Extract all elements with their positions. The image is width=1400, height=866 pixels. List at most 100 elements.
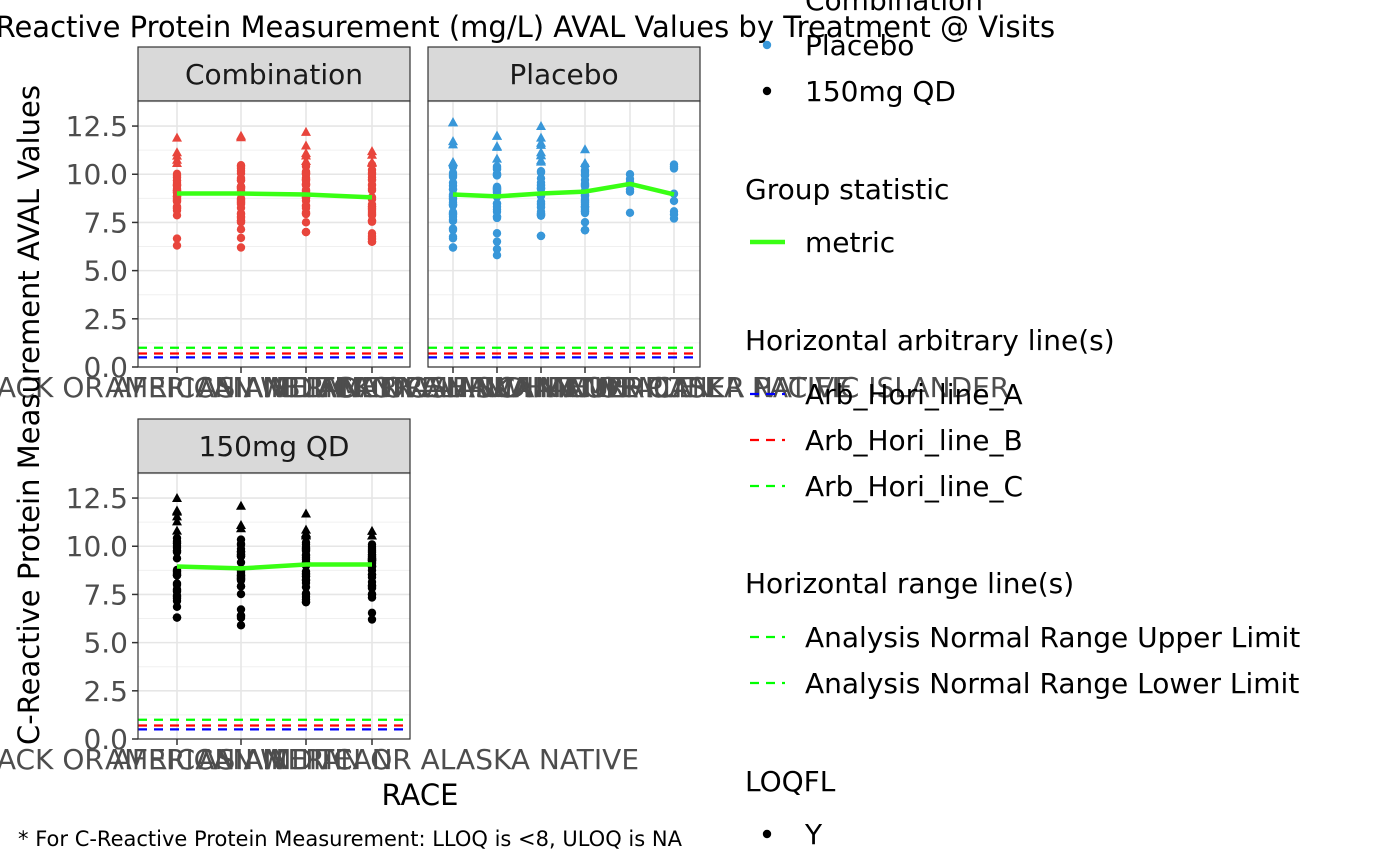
panel-1-y-tick-label: 2.5 [83,303,128,336]
legend-range-title: Horizontal range line(s) [745,567,1074,600]
panel-3-x-tick-label: AMERICAN INDIAN OR ALASKA NATIVE [105,743,639,776]
panel-3-point [236,500,246,510]
panel-1-point [236,169,246,178]
legend-treatment-label-1: Combination [805,0,983,17]
panel-3-point [236,550,246,559]
panel-2-point [580,161,590,171]
panel-3-point [301,524,311,534]
legend-treatment-label-3: 150mg QD [805,75,956,108]
panel-1-y-tick-label: 12.5 [66,110,128,143]
panel-1-point [172,203,182,213]
legend-group-title: Group statistic [745,173,949,206]
panel-1-point [172,176,182,185]
panel-1-x-tick-label: ASIAN [198,371,283,404]
panel-2-point [492,184,502,194]
panel-2-point [448,199,458,209]
panel-2-x-tick-label: WHITE [495,371,587,404]
panel-3-x-tick-label: BLACK OR AFRICAN AMERICAN [0,743,393,776]
panel-3-point [301,595,311,604]
panel-3-point [367,530,377,540]
panel-2-point [492,212,502,221]
panel-1-border [137,100,411,368]
panel-2-point [448,157,458,167]
panel-2-point [492,251,502,260]
panel-1-point [301,218,311,227]
panel-1-strip [137,46,411,102]
panel-1-point [236,203,246,213]
panel-2-point [536,139,546,149]
panel-2-x-tick-label: NATIVE HAWAIIAN OR OTHER PACIFIC ISLANDE… [339,371,1010,404]
panel-3-y-tick-label: 0.0 [83,723,128,756]
panel-2-x-tick-label: ASIAN [410,371,495,404]
panel-3-point [172,554,182,563]
panel-2-plot-area [428,101,700,367]
panel-3-point [172,511,182,521]
panel-2-point [580,181,590,190]
panel-3-plot-area [138,473,410,739]
panel-1-point [172,211,182,220]
panel-2-point [536,156,546,166]
panel-3-point [236,582,246,591]
panel-1-point [172,234,182,243]
panel-1-point [367,149,377,159]
panel-1-point [301,227,311,237]
panel-2-point [536,147,546,157]
panel-3-strip-label: 150mg QD [199,430,350,463]
panel-1-plot-area [138,101,410,367]
panel-1-y-tick-label: 7.5 [83,206,128,239]
panel-1-point [367,175,377,185]
panel-3-point [301,550,311,560]
panel-1-point [301,180,311,189]
panel-2-point [625,208,635,217]
panel-3-strip [137,418,411,474]
panel-1-y-tick-label: 10.0 [66,158,128,191]
panel-3-point [172,602,182,611]
panel-2-point [492,229,502,238]
panel-3-point [367,577,377,587]
legend-group-label-1: metric [805,226,895,259]
panel-3-point [172,571,182,580]
panel-2-point [669,164,679,173]
panel-2-point [536,183,546,192]
panel-3-border [137,472,411,740]
panel-2-x-tick-label: BLACK OR AFRICAN AMERICAN [281,371,712,404]
panel-3-point [301,540,311,549]
panel-1-point [301,126,311,136]
legend-treatment-label-2: Placebo [805,29,914,62]
panel-1-point [301,140,311,150]
legend-treatment-key-3 [762,86,772,96]
panel-3-point [367,544,377,554]
panel-2-point [536,202,546,212]
panel-2-strip-label: Placebo [509,58,618,91]
panel-1-point [172,132,182,142]
panel-2-strip [427,46,701,102]
panel-1-point [236,132,246,142]
panel-1-point [301,156,311,166]
panel-1-point [301,162,311,171]
panel-1-metric-line [177,191,373,200]
caption: * For C-Reactive Protein Measurement: LL… [18,827,683,851]
panel-2-point [492,141,502,151]
panel-2-point [580,225,590,235]
panel-3-point [172,505,182,515]
panel-1-point [172,150,182,160]
panel-1-x-tick-label: BLACK OR AFRICAN AMERICAN [0,371,393,404]
panel-3-point [172,516,182,526]
panel-1-x-tick-label: WHITE [260,371,352,404]
legend-arb-label-1: Arb_Hori_line_A [805,378,1023,411]
legend-loq-key-1 [762,829,772,839]
panel-2-metric-line [452,181,675,199]
panel-3-point [236,519,246,529]
panel-2-point [448,243,458,252]
panel-2-point [536,174,546,183]
panel-3-point [236,576,246,585]
panel-2-point [448,117,458,127]
panel-3-point [236,621,246,630]
panel-3-point [301,530,311,540]
panel-2-point [448,178,458,187]
panel-3-point [236,613,246,623]
panel-3-point [172,525,182,535]
panel-2-point [669,196,679,206]
panel-2-point [492,165,502,174]
panel-1-point [367,168,377,178]
